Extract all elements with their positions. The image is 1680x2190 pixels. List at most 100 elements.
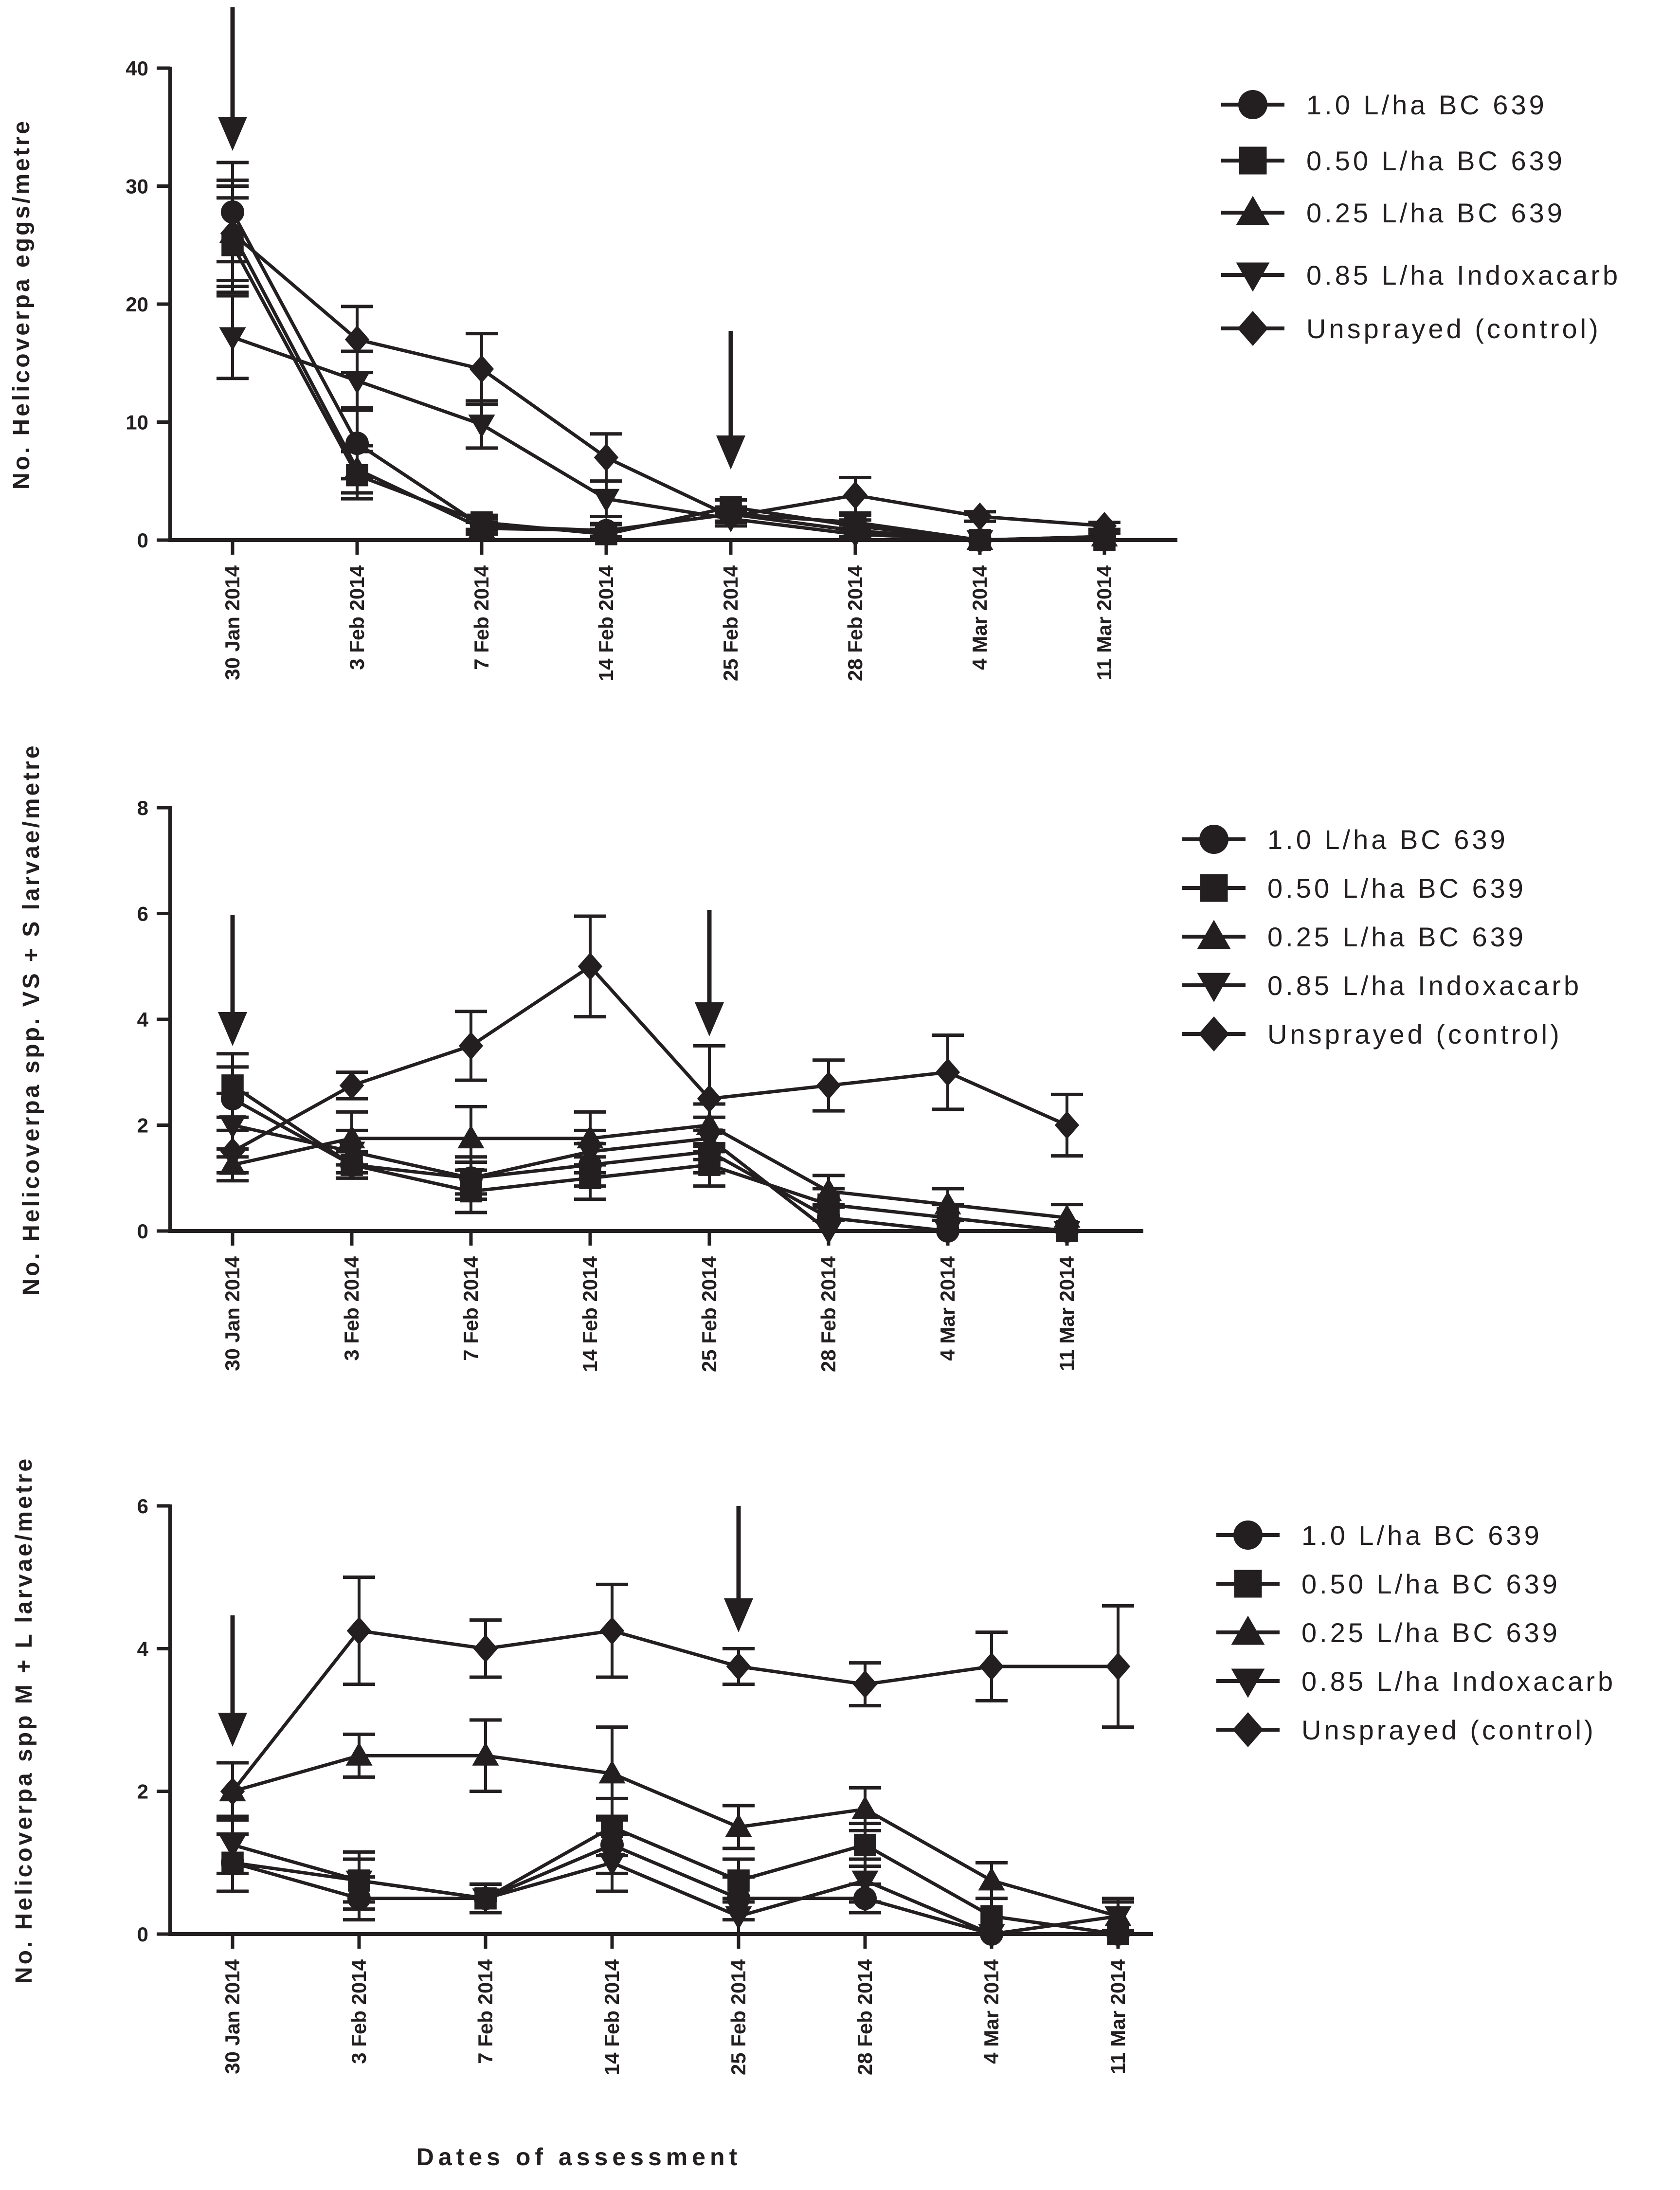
x-tick-label: 11 Mar 2014 (1106, 1959, 1129, 2074)
legend-marker (1200, 874, 1228, 902)
data-point (718, 502, 743, 531)
legend: 1.0 L/ha BC 639 0.50 L/ha BC 639 0.25 L/ha… (1182, 824, 1582, 1051)
data-point (725, 1813, 752, 1837)
x-tick-label: 28 Feb 2014 (853, 1959, 876, 2075)
legend-item-0-85-l-ha-indoxacarb: 0.85 L/ha Indoxacarb (1221, 260, 1621, 292)
series-line (231, 1629, 1118, 1792)
data-point (469, 355, 494, 383)
chart-vs-s-larvae: 0 2 4 6 8 No. Helicoverpa spp. VS + S larvae/… (18, 743, 1582, 1372)
data-point (346, 1616, 372, 1645)
series-unsprayed-control (217, 178, 1120, 540)
x-tick-label: 14 Feb 2014 (578, 1256, 601, 1372)
x-tick-label: 25 Feb 2014 (727, 1959, 750, 2075)
series-0-25-l-ha-bc-639 (217, 184, 1120, 550)
data-point (472, 1888, 499, 1912)
series-0-85-l-ha-indoxacarb (217, 1814, 1134, 1948)
spray-arrow (695, 910, 724, 1036)
data-point (468, 414, 495, 438)
data-point (854, 1833, 876, 1856)
x-tick-label: 11 Mar 2014 (1093, 565, 1116, 680)
data-point (1092, 512, 1117, 540)
data-point (220, 1777, 245, 1806)
data-point (219, 327, 246, 351)
x-tick-label: 4 Mar 2014 (968, 565, 991, 670)
legend-label: 0.50 L/ha BC 639 (1267, 873, 1526, 904)
data-point (934, 1221, 961, 1245)
data-point (978, 1867, 1005, 1891)
legend-label: Unsprayed (control) (1267, 1019, 1562, 1050)
series-line (231, 232, 1105, 528)
series-line (231, 232, 1105, 542)
series-line (232, 1097, 1067, 1233)
data-point (1053, 1221, 1081, 1245)
series-unsprayed-control (217, 1575, 1134, 1822)
data-point (219, 1835, 246, 1859)
spray-arrow (218, 915, 247, 1046)
legend-label: 1.0 L/ha BC 639 (1267, 824, 1508, 855)
series-line (232, 335, 1104, 542)
x-tick-label: 3 Feb 2014 (340, 1256, 363, 1360)
legend-marker (1236, 262, 1270, 292)
x-tick-label: 25 Feb 2014 (698, 1256, 721, 1372)
legend-item-unsprayed-control: Unsprayed (control) (1182, 1016, 1562, 1051)
data-point (468, 515, 495, 539)
data-point (935, 1058, 960, 1086)
legend-item-0-25-l-ha-bc-639: 0.25 L/ha BC 639 (1182, 920, 1523, 952)
data-point (852, 1670, 878, 1699)
x-tick-label: 7 Feb 2014 (474, 1959, 497, 2063)
series-line (232, 1123, 1067, 1220)
legend-marker (1236, 196, 1270, 225)
series-unsprayed-control (217, 914, 1083, 1175)
data-point (345, 1870, 373, 1894)
y-tick-label: 40 (126, 57, 148, 80)
y-tick-label: 8 (137, 796, 148, 819)
legend-marker (1231, 1615, 1265, 1645)
legend-marker (1197, 920, 1231, 949)
series-line (232, 1754, 1119, 1918)
series-line (232, 1843, 1119, 1936)
x-axis-title: Dates of assessment (416, 2143, 741, 2171)
x-tick-label: 7 Feb 2014 (470, 565, 493, 670)
data-point (344, 325, 370, 354)
data-point (725, 1906, 752, 1930)
legend-marker (1198, 1016, 1229, 1051)
legend-marker (1234, 1570, 1262, 1598)
y-tick-label: 30 (126, 175, 148, 198)
data-point (578, 952, 603, 981)
data-point (843, 481, 868, 509)
legend-label: 0.25 L/ha BC 639 (1301, 1617, 1560, 1648)
data-point (842, 524, 869, 548)
data-point (966, 530, 994, 554)
y-axis-title: No. Helicoverpa spp M + L larvae/metre (11, 1456, 37, 1984)
legend-label: 0.85 L/ha Indoxacarb (1306, 260, 1621, 290)
data-point (593, 489, 620, 512)
legend-label: 0.85 L/ha Indoxacarb (1301, 1666, 1616, 1697)
data-point (598, 1760, 626, 1784)
legend-label: 0.85 L/ha Indoxacarb (1267, 970, 1582, 1001)
legend-marker (1233, 1520, 1263, 1550)
y-tick-label: 6 (137, 903, 148, 925)
series-line (231, 244, 1104, 542)
x-tick-label: 3 Feb 2014 (347, 1959, 370, 2063)
y-tick-label: 10 (126, 411, 148, 434)
legend-label: 0.25 L/ha BC 639 (1306, 198, 1565, 228)
y-axis-title: No. Helicoverpa spp. VS + S larvae/metre (18, 743, 44, 1295)
spray-arrow (724, 1506, 753, 1632)
legend-label: Unsprayed (control) (1306, 313, 1601, 344)
legend-marker (1238, 90, 1267, 119)
series-0-85-l-ha-indoxacarb (217, 1091, 1081, 1245)
legend-marker (1197, 973, 1231, 1002)
y-tick-label: 2 (137, 1114, 148, 1137)
data-point (343, 455, 371, 479)
legend-marker (1237, 311, 1268, 346)
data-point (219, 1115, 246, 1139)
legend-item-0-85-l-ha-indoxacarb: 0.85 L/ha Indoxacarb (1216, 1666, 1616, 1698)
spray-arrow (218, 1615, 247, 1747)
data-point (979, 1652, 1004, 1681)
data-point (851, 1795, 879, 1819)
legend: 1.0 L/ha BC 639 0.50 L/ha BC 639 0.25 L/ha… (1216, 1520, 1616, 1747)
data-point (727, 1869, 750, 1892)
legend-item-0-85-l-ha-indoxacarb: 0.85 L/ha Indoxacarb (1182, 970, 1582, 1002)
